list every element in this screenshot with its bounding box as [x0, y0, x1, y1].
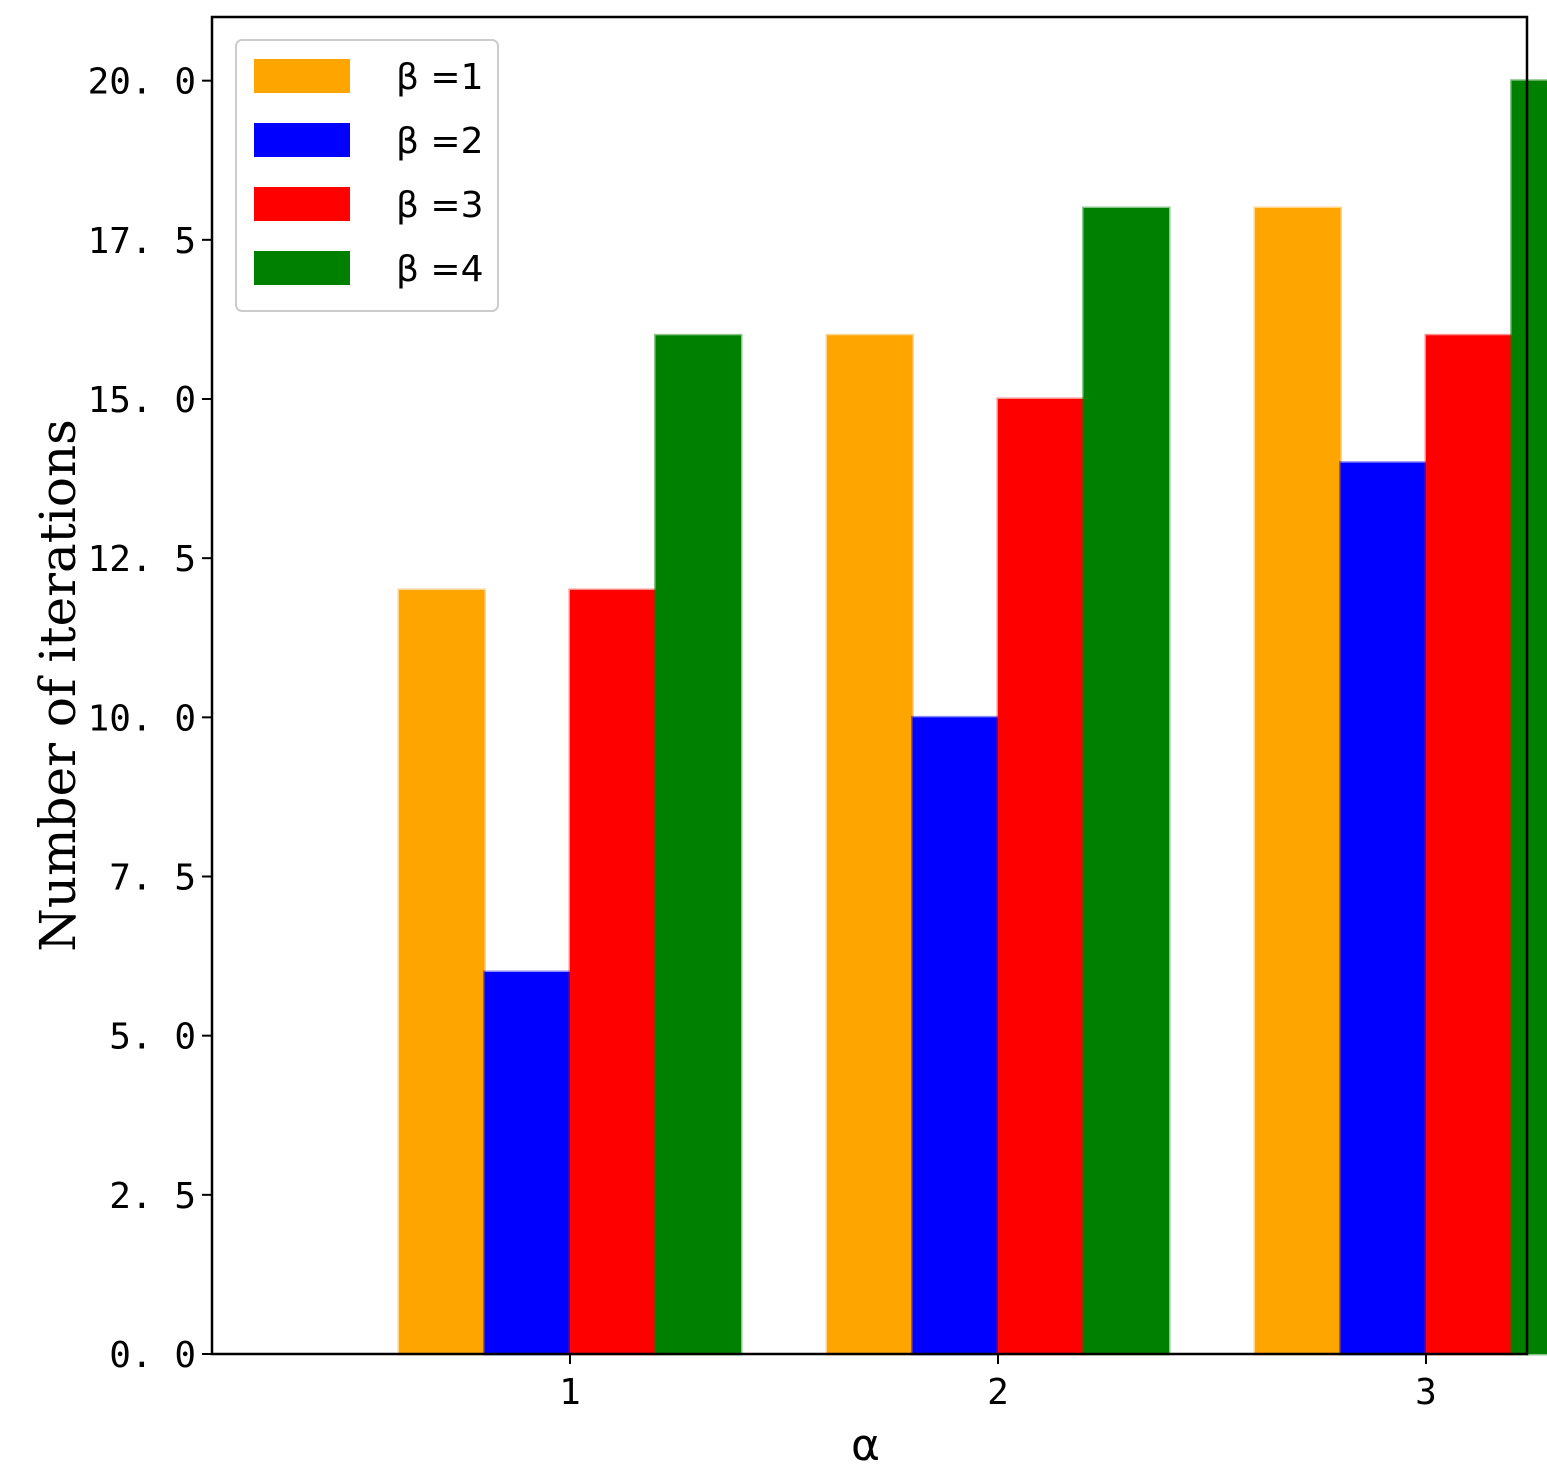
legend-swatch-4 [254, 251, 350, 285]
legend-box [235, 39, 499, 312]
bar-series3-cat1 [568, 588, 657, 1356]
plot-frame [210, 15, 1529, 1356]
y-tick-label: 0. 0 [109, 1335, 196, 1376]
y-axis: 0. 0 2. 5 5. 0 7. 5 10. 0 12. 5 15. 0 17. 5 20. … [88, 62, 212, 1376]
x-tick-label: 1 [559, 1372, 581, 1413]
legend-label-2: β =2 [396, 121, 484, 162]
bar-series4-cat3 [1510, 79, 1547, 1356]
legend-label-4: β =4 [396, 249, 484, 290]
legend-swatch-1 [254, 59, 350, 93]
bar-series2-cat3 [1339, 461, 1428, 1356]
y-tick-label: 20. 0 [88, 62, 196, 103]
x-tick-label: 2 [987, 1372, 1009, 1413]
y-tick-label: 7. 5 [109, 858, 196, 899]
bar-series3-cat3 [1424, 333, 1513, 1356]
bar-series3-cat2 [996, 397, 1085, 1356]
x-axis: 1 2 3 [559, 1354, 1437, 1413]
y-tick-label: 5. 0 [109, 1017, 196, 1058]
bar-series4-cat2 [1082, 206, 1171, 1356]
x-tick-label: 3 [1415, 1372, 1437, 1413]
y-tick-label: 12. 5 [88, 539, 196, 580]
bar-series1-cat3 [1253, 206, 1342, 1356]
y-tick-label: 2. 5 [109, 1176, 196, 1217]
bar-series1-cat2 [825, 333, 914, 1356]
bar-series4-cat1 [654, 333, 743, 1356]
y-axis-label: Number of iterations [29, 419, 87, 952]
legend-swatch-2 [254, 123, 350, 157]
legend-swatch-3 [254, 187, 350, 221]
legend-label-1: β =1 [396, 57, 484, 98]
legend-label-3: β =3 [396, 185, 484, 226]
x-axis-label: α [851, 1420, 880, 1471]
bar-series2-cat1 [483, 970, 572, 1356]
y-tick-label: 17. 5 [88, 221, 196, 262]
y-tick-label: 15. 0 [88, 380, 196, 421]
bars-group [397, 79, 1547, 1356]
bar-series1-cat1 [397, 588, 486, 1356]
y-tick-label: 10. 0 [88, 698, 196, 739]
legend: β =1 β =2 β =3 β =4 [235, 39, 499, 312]
bar-series2-cat2 [911, 715, 1000, 1356]
